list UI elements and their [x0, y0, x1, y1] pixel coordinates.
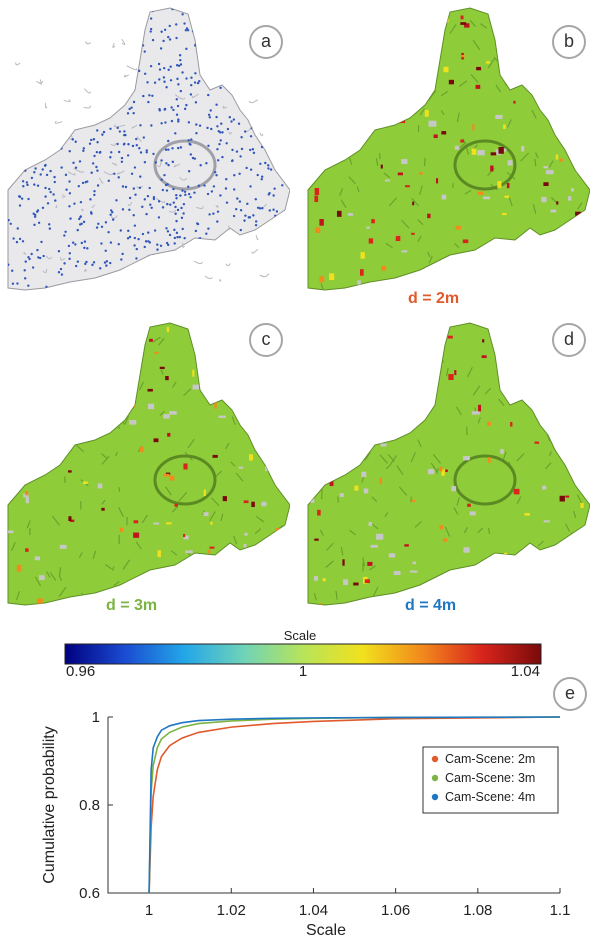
colorbar-tick-max: 1.04 — [511, 663, 540, 680]
x-tick-label: 1.02 — [217, 902, 246, 919]
panel-label-c: c — [249, 323, 283, 357]
x-tick-label: 1.1 — [550, 902, 571, 919]
panel-label-e: e — [553, 677, 587, 711]
legend-entry: Cam-Scene: 3m — [445, 771, 535, 785]
colorbar-gradient — [64, 643, 542, 665]
legend-marker — [431, 755, 439, 763]
y-tick-label: 1 — [92, 709, 100, 726]
legend-marker — [431, 793, 439, 801]
panel-label-b: b — [552, 25, 586, 59]
series-line-4m — [148, 716, 561, 894]
colorbar-title: Scale — [284, 630, 317, 643]
panel-label-a: a — [249, 25, 283, 59]
colorbar-tick-min: 0.96 — [66, 663, 95, 680]
legend-marker — [431, 774, 439, 782]
legend-box — [422, 746, 559, 814]
x-tick-label: 1.04 — [299, 902, 328, 919]
cdf-chart: 1 1.02 1.04 1.06 1.08 1.1 0.6 0.8 1 Scale Cumulati… — [41, 709, 571, 939]
x-axis-label: Scale — [306, 922, 346, 939]
legend-entry: Cam-Scene: 4m — [445, 790, 535, 804]
legend-entry: Cam-Scene: 2m — [445, 752, 535, 766]
panel-c-scale-map — [0, 315, 290, 607]
series-line-2m — [148, 716, 561, 894]
panel-a-point-map — [0, 0, 290, 292]
y-tick-label: 0.6 — [79, 885, 100, 902]
panel-label-d: d — [552, 323, 586, 357]
scale-colorbar: Scale 0.96 1 1.04 — [64, 630, 542, 680]
y-axis-label: Cumulative probability — [41, 726, 58, 883]
caption-d-3m: d = 3m — [106, 597, 158, 614]
x-tick-label: 1.06 — [381, 902, 410, 919]
panel-b-scale-map — [300, 0, 590, 292]
x-tick-label: 1 — [145, 902, 153, 919]
colorbar-tick-mid: 1 — [299, 663, 307, 680]
y-tick-label: 0.8 — [79, 797, 100, 814]
x-tick-label: 1.08 — [463, 902, 492, 919]
caption-d-4m: d = 4m — [405, 597, 457, 614]
caption-d-2m: d = 2m — [408, 290, 460, 307]
panel-d-scale-map — [300, 315, 590, 607]
